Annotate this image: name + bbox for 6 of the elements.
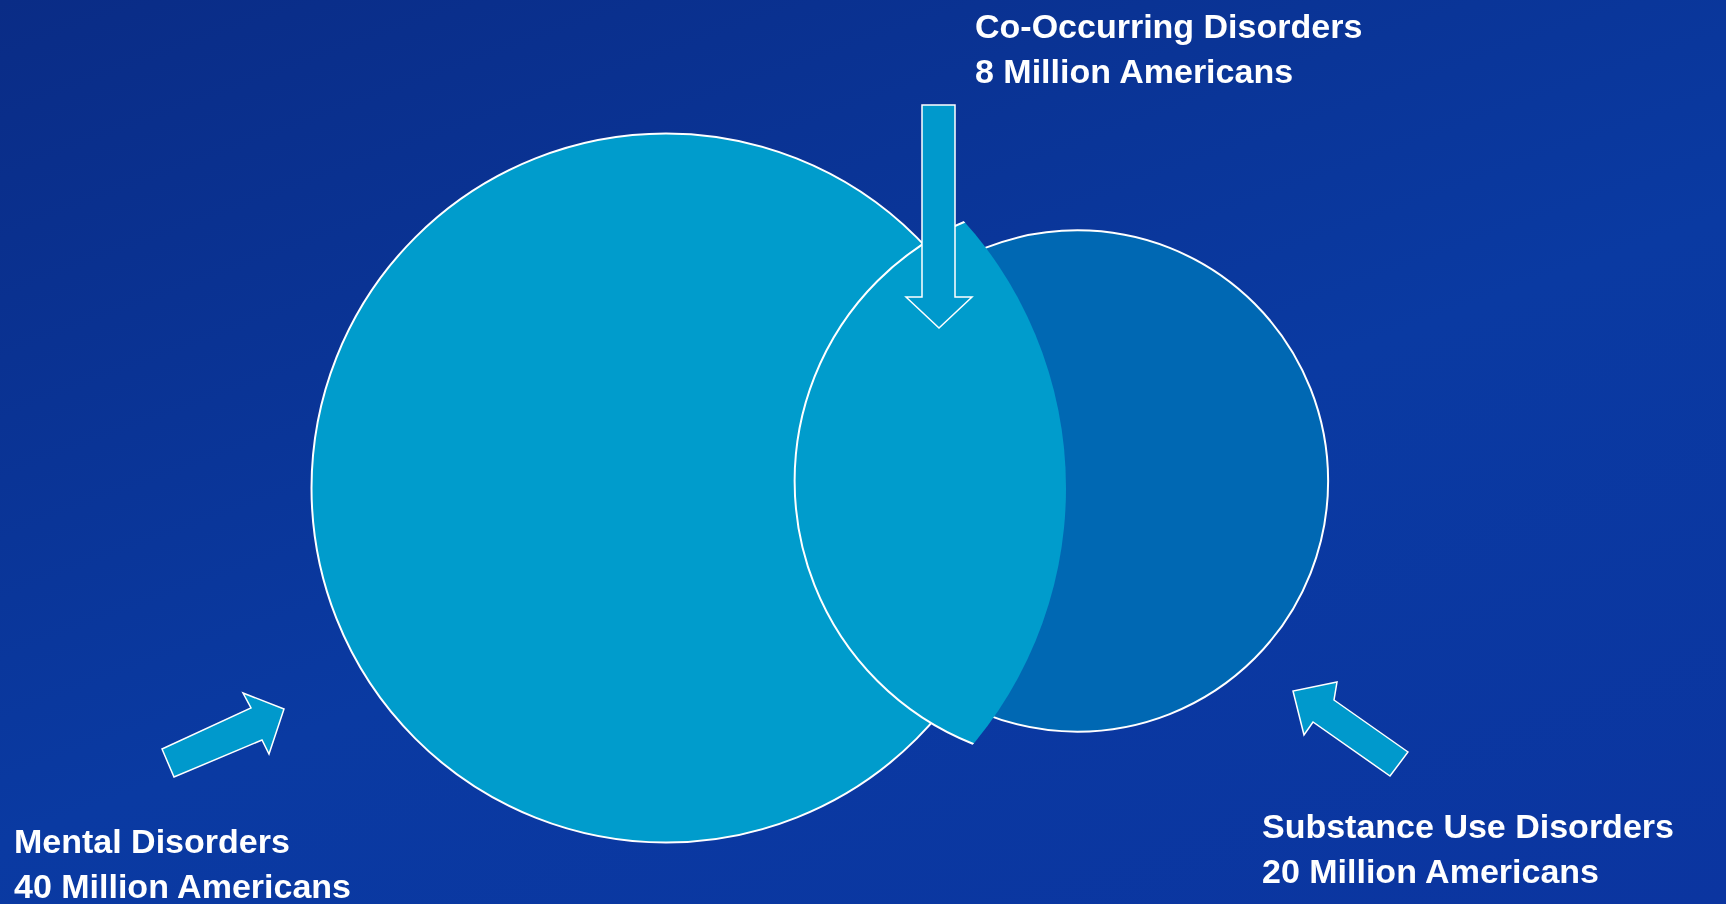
data-label: 20 Million Americans (1262, 852, 1599, 890)
data-label: 8 Million Americans (975, 52, 1294, 90)
category-label: Mental Disorders (14, 822, 290, 860)
data-label: 40 Million Americans (14, 867, 351, 904)
category-label: Substance Use Disorders (1262, 807, 1674, 845)
category-label: Co-Occurring Disorders (975, 7, 1363, 45)
